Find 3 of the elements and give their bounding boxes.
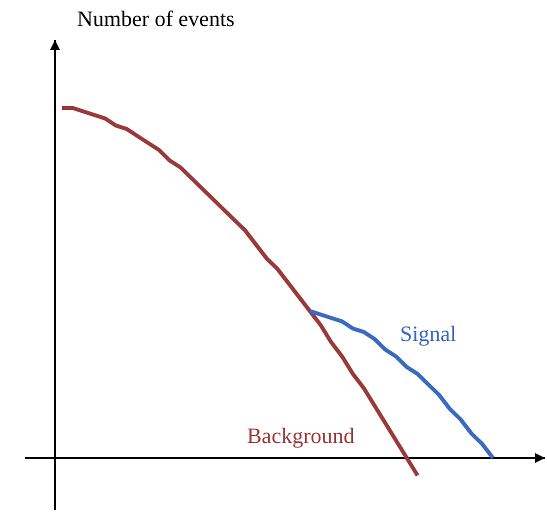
- y-axis-title: Number of events: [77, 6, 235, 31]
- series-label: Background: [247, 423, 355, 448]
- series-label: Signal: [400, 321, 456, 346]
